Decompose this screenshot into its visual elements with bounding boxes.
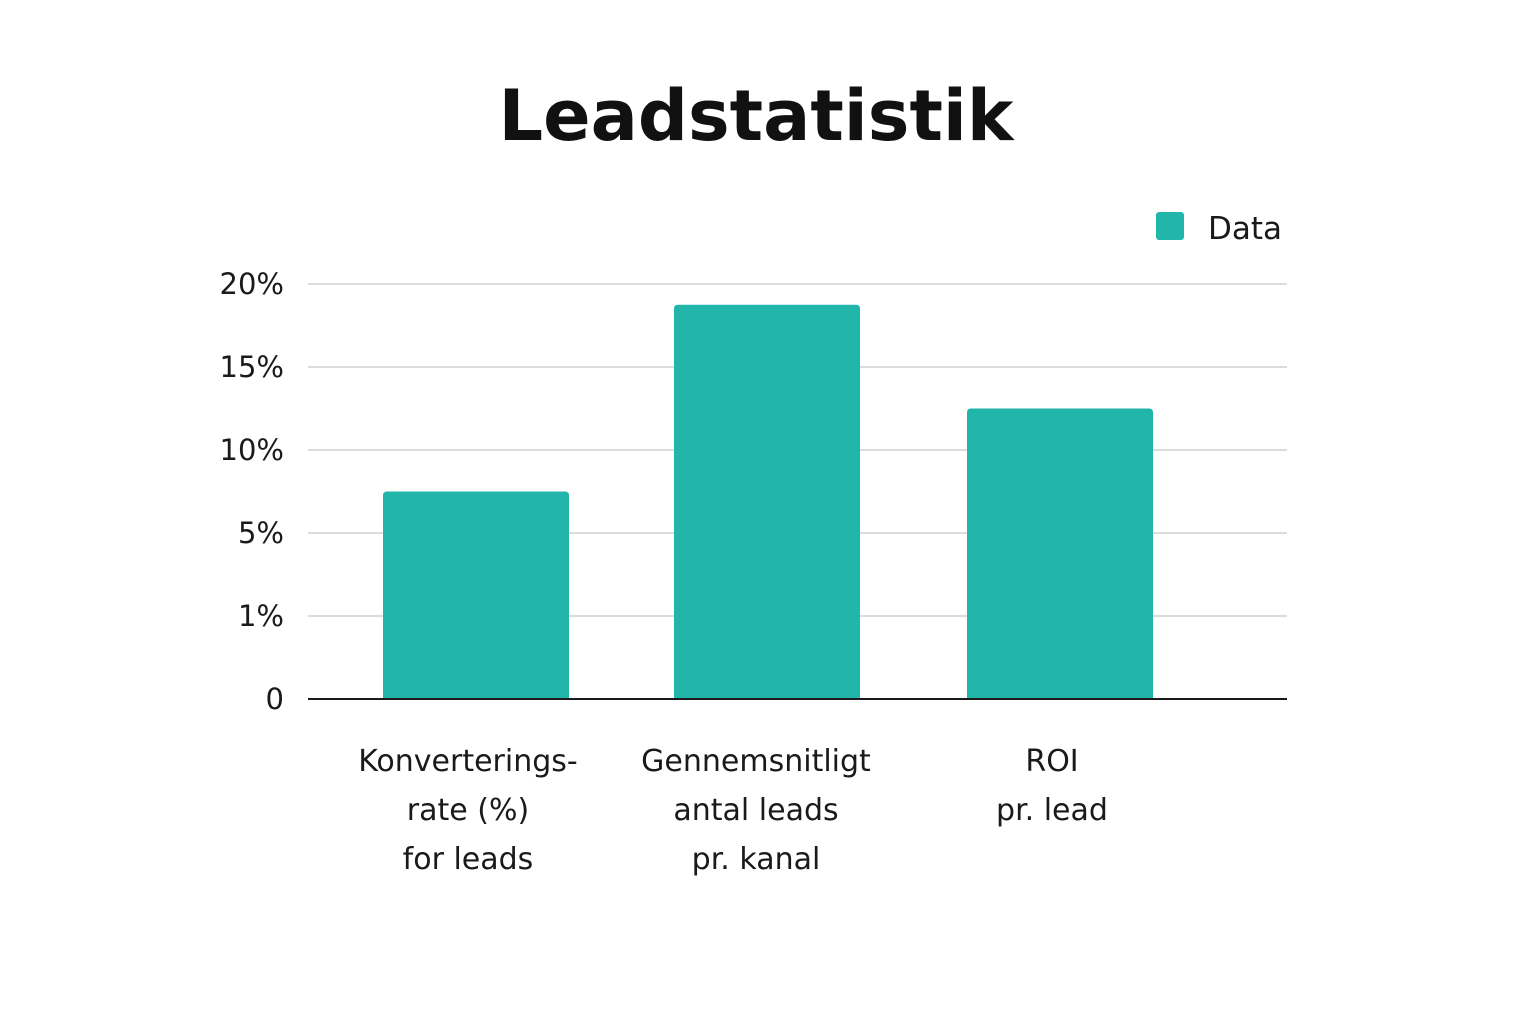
legend-swatch <box>1156 212 1184 240</box>
bar <box>674 304 860 699</box>
bar <box>967 408 1153 699</box>
x-axis-labels: Konverterings-rate (%) for leads Gennemsni… <box>358 744 1108 877</box>
y-tick-label: 1% <box>238 599 284 633</box>
bar <box>383 491 569 699</box>
y-tick-label: 15% <box>220 350 284 384</box>
x-category-label: Gennemsnitligt antal leads pr. kanal <box>641 744 871 877</box>
legend: Data <box>1156 211 1282 247</box>
y-tick-label: 20% <box>220 267 284 301</box>
y-tick-label: 5% <box>238 516 284 550</box>
legend-label: Data <box>1208 211 1282 247</box>
x-category-label: Konverterings-rate (%) for leads <box>358 744 578 877</box>
y-axis-ticks: 0 1% 5% 10% 15% 20% <box>220 267 284 716</box>
y-tick-label: 0 <box>266 682 284 716</box>
y-tick-label: 10% <box>220 433 284 467</box>
chart-title: Leadstatistik <box>499 75 1015 157</box>
x-category-label: ROI pr. lead <box>996 744 1108 828</box>
bars <box>383 304 1153 699</box>
